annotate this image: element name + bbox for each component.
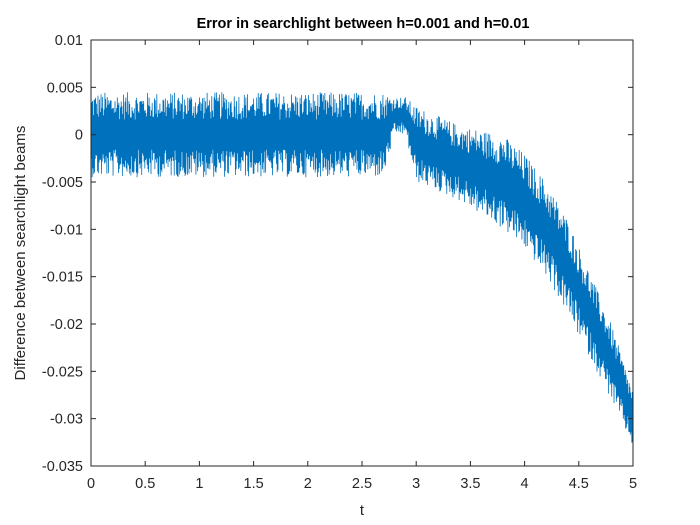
x-tick-label: 0	[87, 476, 95, 492]
y-tick-label: -0.03	[50, 412, 83, 428]
y-tick-label: 0.005	[47, 80, 83, 96]
y-axis-ticks: 0.01 0.005 0 -0.005 -0.01 -0.015 -0.02 -0.025 -0…	[42, 33, 633, 475]
y-tick-label: -0.025	[42, 364, 83, 380]
x-tick-label: 1.5	[244, 476, 264, 492]
x-tick-label: 3.5	[460, 476, 480, 492]
x-tick-label: 3	[412, 476, 420, 492]
x-tick-label: 2	[304, 476, 312, 492]
series-layer	[90, 92, 634, 443]
x-tick-label: 0.5	[135, 476, 155, 492]
x-tick-label: 5	[629, 476, 637, 492]
y-tick-label: -0.005	[42, 175, 83, 191]
y-tick-label: -0.035	[42, 459, 83, 475]
y-tick-label: 0.01	[55, 33, 83, 49]
x-axis-label: t	[360, 502, 365, 519]
x-tick-label: 2.5	[352, 476, 372, 492]
x-tick-label: 4	[521, 476, 529, 492]
series-line	[90, 92, 634, 443]
x-tick-label: 4.5	[569, 476, 589, 492]
chart-title: Error in searchlight between h=0.001 and…	[197, 16, 530, 32]
plot-area: 0 0.5 1 1.5 2 2.5 3 3.5 4 4.5 5 0.01 0.005 0 -0.005 -0…	[42, 33, 637, 492]
x-tick-label: 1	[195, 476, 203, 492]
y-tick-label: 0	[75, 128, 83, 144]
y-tick-label: -0.015	[42, 270, 83, 286]
x-axis-ticks: 0 0.5 1 1.5 2 2.5 3 3.5 4 4.5 5	[87, 40, 637, 492]
y-tick-label: -0.02	[50, 317, 83, 333]
y-tick-label: -0.01	[50, 222, 83, 238]
y-axis-label: Difference between searchlight beams	[12, 126, 29, 381]
